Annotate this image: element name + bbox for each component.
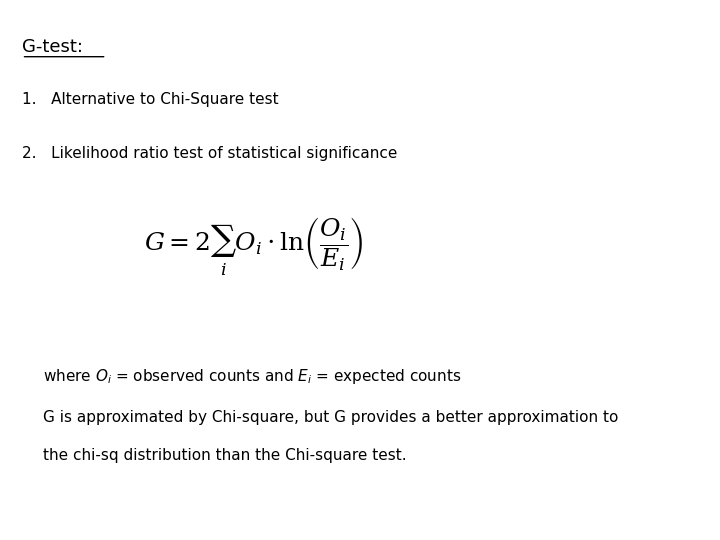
- Text: 2.   Likelihood ratio test of statistical significance: 2. Likelihood ratio test of statistical …: [22, 146, 397, 161]
- Text: $G = 2\sum_{i} O_i \cdot \ln\!\left(\dfrac{O_i}{E_i}\right)$: $G = 2\sum_{i} O_i \cdot \ln\!\left(\dfr…: [144, 216, 363, 278]
- Text: G-test:: G-test:: [22, 38, 83, 56]
- Text: the chi-sq distribution than the Chi-square test.: the chi-sq distribution than the Chi-squ…: [43, 448, 407, 463]
- Text: where $O_i$ = observed counts and $E_i$ = expected counts: where $O_i$ = observed counts and $E_i$ …: [43, 367, 462, 386]
- Text: 1.   Alternative to Chi-Square test: 1. Alternative to Chi-Square test: [22, 92, 278, 107]
- Text: G is approximated by Chi-square, but G provides a better approximation to: G is approximated by Chi-square, but G p…: [43, 410, 618, 426]
